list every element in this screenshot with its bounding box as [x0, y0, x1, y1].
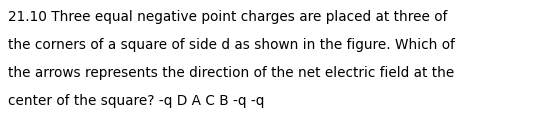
Text: the arrows represents the direction of the net electric field at the: the arrows represents the direction of t… — [8, 66, 454, 80]
Text: center of the square? -q D A C B -q -q: center of the square? -q D A C B -q -q — [8, 94, 264, 108]
Text: 21.10 Three equal negative point charges are placed at three of: 21.10 Three equal negative point charges… — [8, 10, 448, 24]
Text: the corners of a square of side d as shown in the figure. Which of: the corners of a square of side d as sho… — [8, 38, 455, 52]
